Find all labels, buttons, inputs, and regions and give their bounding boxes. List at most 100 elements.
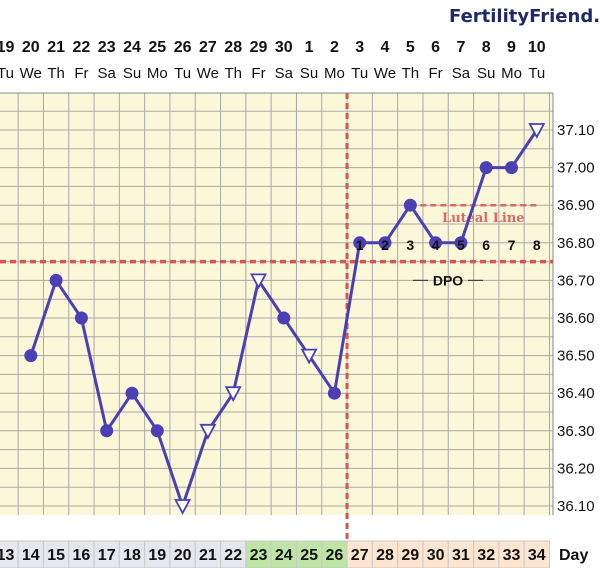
- y-tick-label: 36.40: [557, 385, 595, 402]
- y-tick-label: 36.90: [557, 197, 595, 214]
- date-label: 29: [250, 39, 268, 56]
- data-point-open: [174, 499, 192, 515]
- weekday-label: Sa: [452, 65, 471, 82]
- cycle-day-label: 24: [275, 547, 293, 564]
- date-label: 24: [123, 39, 141, 56]
- cycle-day-label: 34: [528, 547, 546, 564]
- data-point: [505, 161, 518, 175]
- data-point-open: [300, 348, 318, 365]
- labels: 37.10 37.00 36.90 36.80 36.70 36.60 36.50 36.40…: [0, 39, 595, 515]
- weekday-label: Mo: [501, 65, 522, 82]
- cycle-day-label: 13: [0, 547, 15, 564]
- cycle-day-cell: [371, 540, 399, 568]
- weekday-label: Fr: [74, 65, 88, 82]
- data-point: [74, 311, 88, 325]
- dpo-number: 5: [457, 237, 465, 253]
- cycle-day-label: 19: [148, 547, 166, 564]
- weekday-label: Su: [300, 65, 318, 82]
- brand-logo: FertilityFriend.com: [449, 6, 600, 27]
- date-label: 20: [22, 39, 40, 56]
- luteal-line-label: Luteal Line: [442, 211, 525, 226]
- cycle-day-cell: [473, 540, 500, 568]
- y-tick-label: 37.10: [557, 122, 595, 139]
- date-label: 21: [47, 39, 65, 56]
- cycle-day-label: 20: [174, 547, 192, 564]
- cycle-day-label: 21: [199, 547, 217, 564]
- data-point: [150, 424, 164, 438]
- date-label: 5: [406, 39, 415, 56]
- weekday-label: Sa: [98, 65, 117, 82]
- cycle-day-label: 32: [477, 547, 495, 564]
- dpo-number: 4: [432, 237, 440, 253]
- dpo-number: 7: [508, 237, 516, 253]
- weekday-label: Su: [477, 65, 495, 82]
- cycle-day-cell: [346, 540, 373, 568]
- cycle-day-cell: [169, 540, 196, 568]
- weekday-label: Mo: [324, 65, 345, 82]
- date-label: 28: [224, 39, 242, 56]
- date-label: 10: [528, 39, 546, 56]
- data-point: [353, 236, 367, 250]
- cycle-day-cell: [321, 540, 348, 568]
- reference-lines: Luteal Line DPO: [0, 93, 553, 541]
- date-label: 1: [305, 39, 314, 56]
- dpo-label: DPO: [433, 272, 463, 288]
- cycle-day-cell: [144, 540, 171, 568]
- weekday-label: We: [20, 65, 42, 82]
- weekday-label: Tu: [351, 65, 368, 82]
- data-point-open: [199, 423, 217, 440]
- weekday-label: Th: [47, 65, 65, 82]
- cycle-day-label: 18: [123, 547, 141, 564]
- data-point: [100, 424, 114, 438]
- y-tick-label: 36.20: [557, 460, 595, 477]
- data-point: [378, 236, 392, 250]
- plot-area: [0, 93, 553, 515]
- cycle-day-cell: [245, 540, 272, 568]
- cycle-day-cell: [523, 540, 550, 568]
- y-tick-label: 36.80: [557, 235, 595, 252]
- data-point: [125, 386, 139, 400]
- cycle-day-cell: [194, 540, 222, 568]
- date-label: 6: [431, 39, 440, 56]
- date-label: 27: [199, 39, 217, 56]
- cycle-day-label: 25: [300, 547, 318, 564]
- date-label: 2: [330, 39, 339, 56]
- date-label: 30: [275, 39, 293, 56]
- cycle-day-label: 14: [22, 547, 40, 564]
- date-label: 22: [73, 39, 91, 56]
- cycle-day-cell: [447, 540, 475, 568]
- y-tick-label: 36.10: [557, 498, 595, 515]
- cycle-day-cell: [295, 540, 323, 568]
- data-point-open: [224, 386, 242, 403]
- dpo-number: 2: [381, 237, 389, 253]
- y-tick-label: 37.00: [557, 160, 595, 177]
- cycle-day-cell: [270, 540, 297, 568]
- cycle-day-label: 28: [376, 547, 394, 564]
- cycle-day-row: 13 14 15 16 17 18 19 20 21 22 23 24 25 26 27 28 29 30 31 32…: [0, 540, 588, 568]
- y-tick-label: 36.30: [557, 423, 595, 440]
- cycle-day-label: 30: [427, 547, 445, 564]
- cycle-day-cell: [498, 540, 525, 568]
- cycle-day-label: 23: [250, 547, 268, 564]
- weekday-label: We: [197, 65, 219, 82]
- date-label: 19: [0, 39, 15, 56]
- y-tick-label: 36.60: [557, 310, 595, 327]
- weekday-label: Mo: [147, 65, 168, 82]
- data-point: [327, 386, 341, 400]
- cycle-day-label: 26: [326, 547, 344, 564]
- date-label: 3: [355, 39, 364, 56]
- y-tick-label: 36.50: [557, 348, 595, 365]
- weekday-label: Tu: [174, 65, 191, 82]
- cycle-day-cell: [17, 540, 44, 568]
- cycle-day-cell: [397, 540, 424, 568]
- data-point: [24, 349, 38, 363]
- data-point: [49, 273, 63, 287]
- data-point-open: [528, 123, 546, 139]
- data-point: [454, 236, 468, 250]
- cycle-day-cell: [93, 540, 120, 568]
- data-point: [479, 161, 493, 175]
- dpo-number: 8: [533, 237, 541, 253]
- y-tick-label: 36.70: [557, 272, 595, 289]
- data-point: [403, 198, 417, 212]
